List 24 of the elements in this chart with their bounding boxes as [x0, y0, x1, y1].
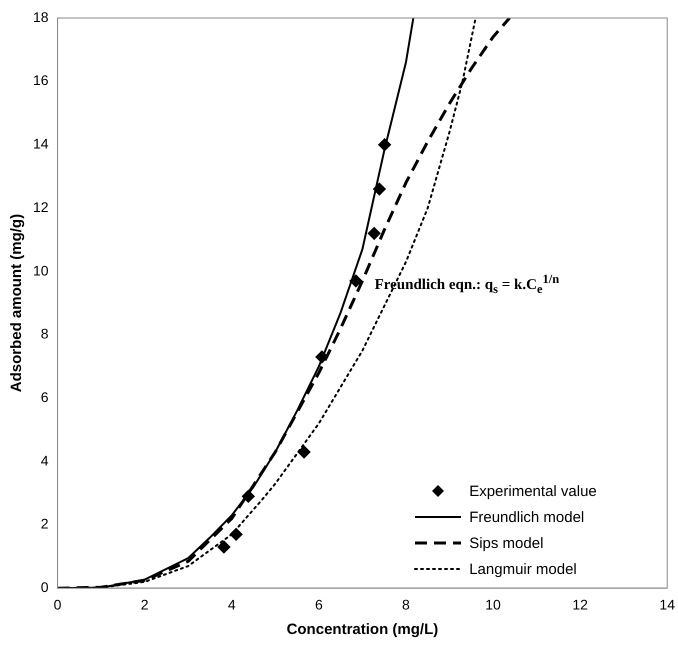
x-tick-label: 6: [314, 596, 323, 612]
y-tick-label: 12: [32, 198, 49, 215]
x-axis-title: Concentration (mg/L): [286, 621, 438, 638]
x-tick-label: 4: [228, 596, 236, 612]
x-tick-label: 14: [659, 596, 676, 612]
legend-label: Langmuir model: [469, 560, 577, 578]
y-axis-title: Adsorbed amount (mg/g): [8, 214, 26, 392]
legend-label: Freundlich model: [469, 508, 584, 526]
y-tick-label: 0: [40, 579, 49, 596]
y-tick-label: 10: [32, 262, 49, 278]
y-tick-label: 6: [40, 388, 49, 405]
legend-label: Sips model: [469, 534, 544, 552]
y-tick-label: 4: [40, 452, 49, 468]
x-tick-label: 10: [485, 596, 502, 612]
x-tick-label: 2: [140, 596, 149, 612]
x-tick-label: 8: [402, 596, 410, 612]
y-tick-label: 16: [32, 72, 49, 88]
y-tick-label: 8: [40, 326, 49, 342]
y-tick-label: 14: [32, 136, 49, 152]
x-tick-label: 12: [572, 596, 588, 612]
y-tick-label: 18: [32, 8, 49, 25]
legend-label: Experimental value: [469, 482, 597, 500]
x-tick-label: 0: [54, 596, 62, 612]
y-tick-label: 2: [40, 516, 49, 532]
